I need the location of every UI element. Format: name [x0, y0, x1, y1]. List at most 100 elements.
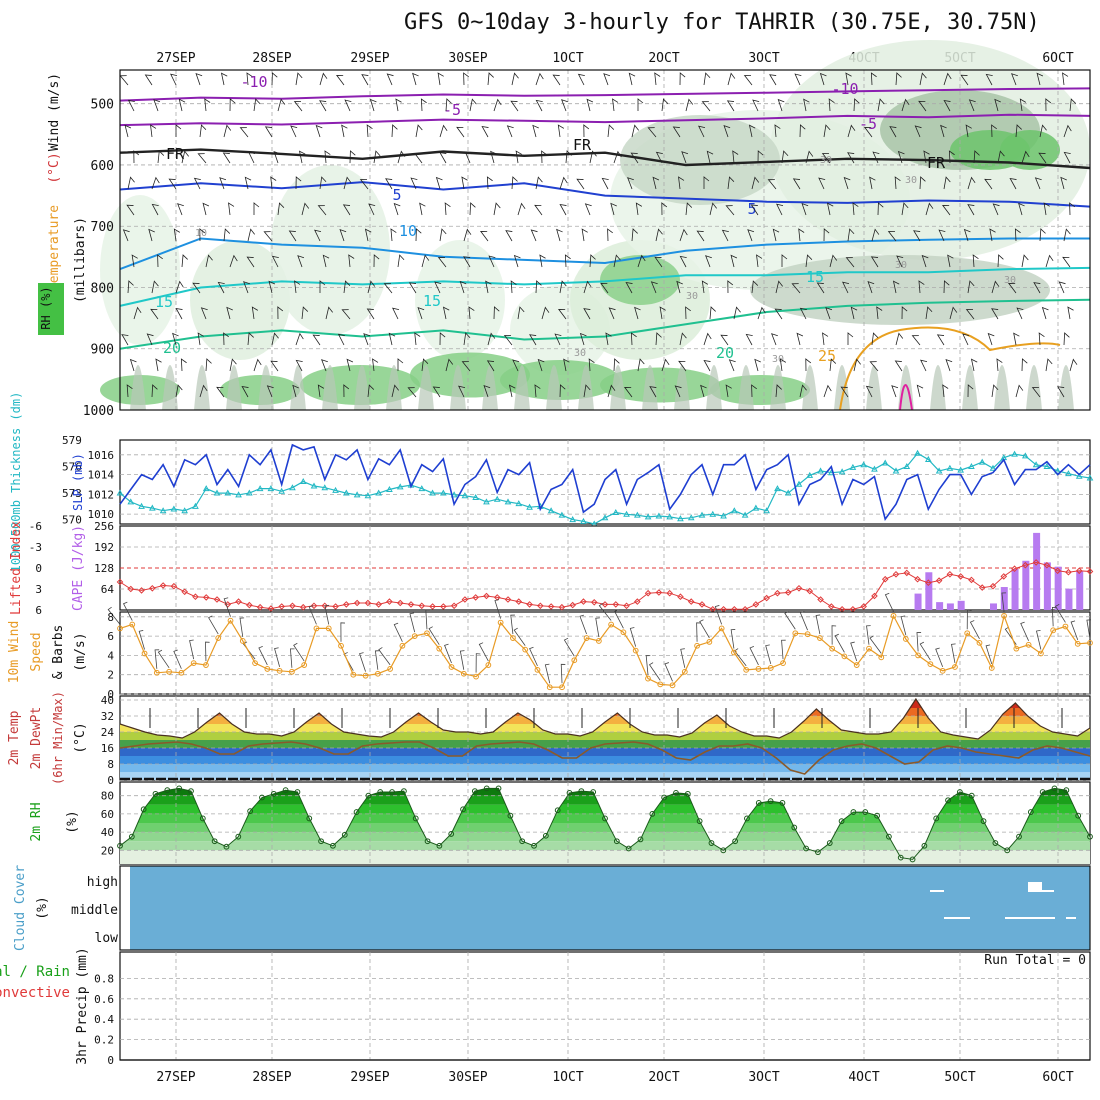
- wind-barb-10m: [1054, 604, 1066, 623]
- wind-barb: [515, 150, 522, 164]
- wind-barb: [826, 202, 834, 216]
- wind-speed-series-point: [890, 612, 897, 619]
- wind-speed-series-point: [460, 670, 467, 677]
- rh-series-point: [1087, 833, 1093, 840]
- wind-barb: [589, 150, 597, 164]
- isotherm-label: FR: [927, 154, 946, 172]
- rh-axis-label: RH (%): [39, 286, 53, 329]
- wind-barb-10m: [1086, 619, 1092, 639]
- wind-barb: [943, 280, 950, 294]
- wind-barb: [559, 384, 566, 398]
- wind-barb: [781, 254, 788, 267]
- rh-series-point: [732, 838, 739, 845]
- cape-bar: [1000, 587, 1008, 610]
- wind-barb: [613, 150, 622, 164]
- wind-barb: [559, 176, 568, 190]
- wind-barb-10m: [563, 637, 575, 657]
- wind-barb: [918, 280, 925, 294]
- date-tick-label-bottom: 30SEP: [448, 1070, 487, 1085]
- wind-barb: [420, 98, 427, 112]
- wind-barb: [301, 202, 310, 216]
- wind-barb: [679, 255, 687, 268]
- wind-speed-series-point: [620, 629, 627, 636]
- thickness-series-point: [946, 464, 954, 471]
- wind-barb: [769, 74, 777, 86]
- wind-speed-series-point: [313, 625, 320, 632]
- wind-barb: [733, 306, 741, 320]
- rh-series-point: [838, 818, 845, 825]
- rh-shade-region: [270, 165, 390, 335]
- date-tick-label-bottom: 2OCT: [648, 1070, 679, 1085]
- rh-series-point: [460, 806, 466, 813]
- wind-speed-series-point: [645, 675, 651, 682]
- thickness-series-point: [935, 467, 943, 474]
- wind-barb: [949, 306, 958, 320]
- wind-barb: [754, 358, 761, 372]
- wind-barb: [177, 203, 184, 216]
- lifted-index-axis-label: Lifted Index: [9, 521, 24, 615]
- isotherm-label: 15: [155, 293, 173, 311]
- lifted-index-series-point: [881, 575, 889, 583]
- cape-tick-label: 256: [94, 520, 114, 533]
- wind-barb: [1039, 124, 1047, 138]
- wind-barb: [921, 254, 929, 268]
- wind-barb: [197, 153, 207, 164]
- wind-barb: [294, 280, 301, 294]
- rh-series-point: [637, 836, 644, 843]
- wind-barb: [679, 332, 687, 346]
- wind-barb-10m: [289, 648, 295, 668]
- wind-barb: [967, 280, 975, 294]
- wind-barb: [967, 176, 976, 190]
- cape-tick-label: 64: [101, 583, 115, 596]
- wind-barb: [798, 228, 805, 242]
- wind-barb: [461, 176, 468, 190]
- wind-speed-series-point: [166, 668, 173, 675]
- wind-speed-series-point: [657, 681, 664, 688]
- rh-series-point: [1004, 847, 1011, 854]
- rh-contour-label: 30: [772, 354, 784, 365]
- slp-tick-label: 1016: [88, 449, 115, 462]
- wind-barb: [706, 150, 714, 164]
- wind-barb: [343, 280, 351, 294]
- wind-barb: [730, 254, 738, 268]
- thickness-series-point: [1021, 452, 1029, 459]
- cloud-low-label: low: [95, 931, 119, 946]
- wind-barb: [413, 152, 423, 164]
- lifted-index-series-point: [343, 601, 350, 608]
- rh-shade-region: [738, 365, 754, 410]
- wind-barb-10m: [734, 648, 747, 667]
- wind-speed-series-point: [239, 638, 246, 644]
- wind-barb: [486, 176, 493, 190]
- wind-speed-series-point: [915, 652, 922, 659]
- wind-barb: [745, 333, 753, 346]
- wind-barb-10m: [966, 609, 972, 630]
- wind-barb: [469, 202, 476, 216]
- wind-barb: [517, 202, 526, 216]
- wind-barb: [584, 203, 592, 216]
- wind-barb-10m: [900, 615, 907, 636]
- precip-convective-legend: Convective: [0, 985, 70, 1001]
- thickness-series-point: [504, 498, 512, 505]
- wind-barb: [725, 205, 735, 216]
- wind-barb: [847, 228, 855, 242]
- rh-shade-region: [578, 365, 594, 410]
- wind-barb-10m: [730, 629, 736, 649]
- thickness-series-point: [612, 508, 620, 516]
- wind-barb: [273, 150, 281, 164]
- wind-barb-10m: [205, 641, 210, 662]
- wind-barb: [205, 358, 212, 372]
- wind-barb: [535, 72, 544, 86]
- wind10-axis-label: 10m Wind: [7, 621, 22, 684]
- wind-barb-10m: [513, 627, 526, 646]
- thickness-series-point: [752, 504, 760, 511]
- lifted-index-series-point: [871, 592, 878, 600]
- wind-barb: [324, 150, 331, 164]
- wind-barb-10m: [1070, 620, 1079, 640]
- wind-speed-series-point: [190, 660, 197, 667]
- wind-barb: [133, 150, 140, 164]
- thickness-series-point: [687, 514, 695, 521]
- wind-barb: [517, 306, 525, 320]
- wind-barb: [541, 150, 547, 164]
- wind-speed-series-point: [227, 617, 234, 624]
- wind-barb: [319, 72, 328, 86]
